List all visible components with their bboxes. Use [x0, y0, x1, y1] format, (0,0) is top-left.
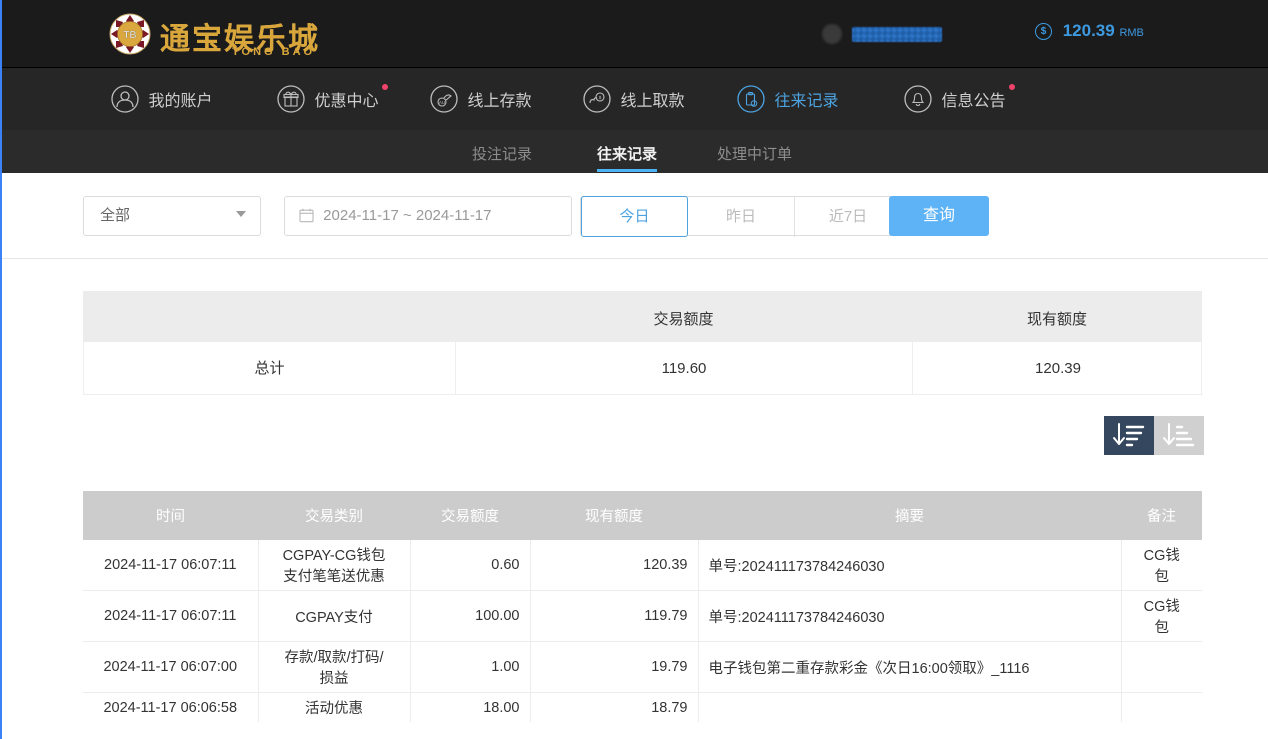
svg-text:$: $: [599, 95, 602, 100]
svg-text:TB: TB: [123, 30, 136, 41]
svg-text:AU: AU: [439, 100, 445, 105]
